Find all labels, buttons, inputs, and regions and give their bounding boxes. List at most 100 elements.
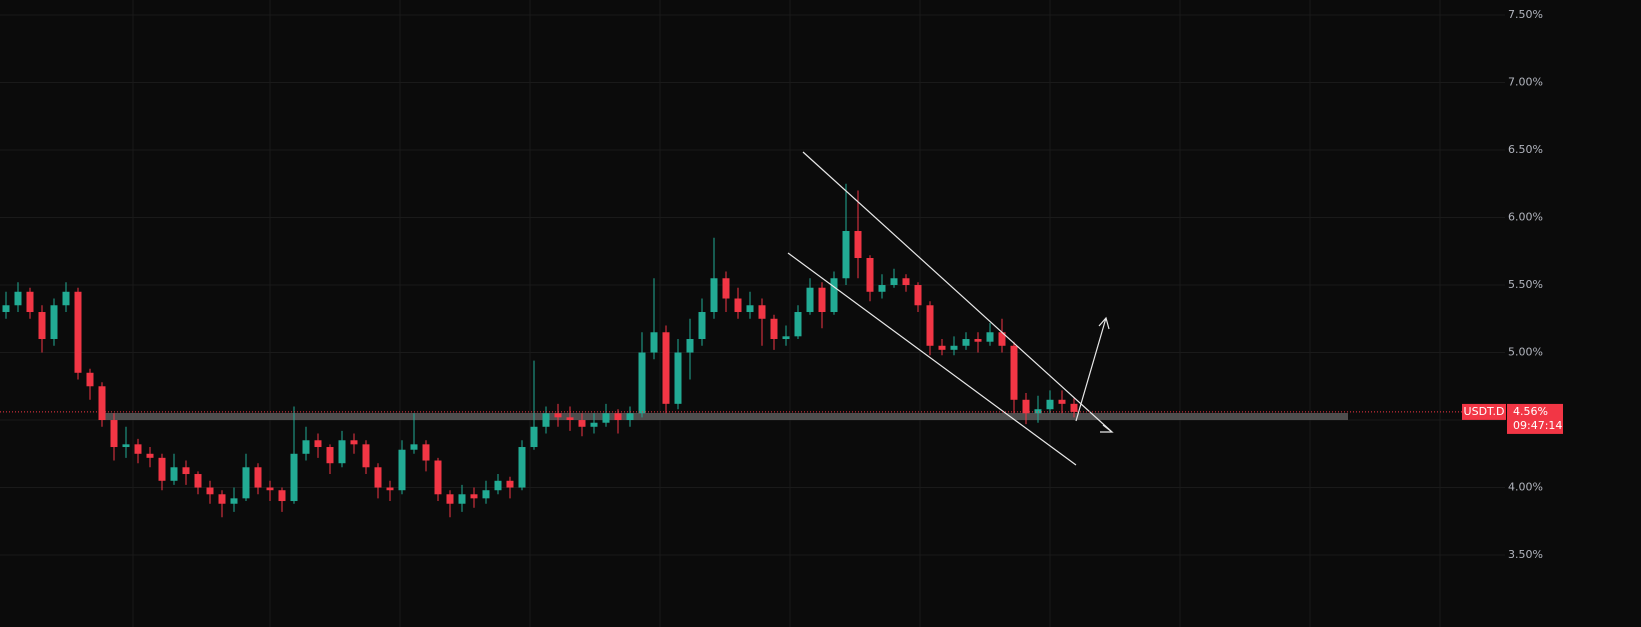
candle-body xyxy=(794,312,802,337)
candle-body xyxy=(374,467,382,488)
candle-body xyxy=(398,449,406,491)
candle-body xyxy=(602,413,610,423)
symbol-tag xyxy=(1462,403,1506,420)
candle-body xyxy=(422,444,430,461)
candle-body xyxy=(182,467,190,475)
candle-body xyxy=(698,312,706,340)
candle-body xyxy=(146,453,154,458)
candle-body xyxy=(530,426,538,448)
candle-body xyxy=(542,413,550,427)
candle-body xyxy=(878,285,886,292)
candle-body xyxy=(710,278,718,313)
y-tick-label: 3.50% xyxy=(1508,548,1543,561)
candle-body xyxy=(854,231,862,259)
candle-body xyxy=(482,490,490,499)
candle-body xyxy=(1046,399,1054,410)
candle-body xyxy=(566,417,574,421)
candle-body xyxy=(386,487,394,491)
channel-upper-line xyxy=(802,151,1113,433)
candle-body xyxy=(74,291,82,373)
candle-body xyxy=(1034,409,1042,414)
candle-body xyxy=(134,444,142,454)
candle-body xyxy=(1022,399,1030,414)
candle-body xyxy=(350,440,358,445)
candle-body xyxy=(638,352,646,414)
candle-body xyxy=(674,352,682,404)
candle-body xyxy=(338,440,346,464)
candle-body xyxy=(914,285,922,306)
candle-body xyxy=(950,345,958,350)
candle-body xyxy=(2,305,10,313)
candle-body xyxy=(842,231,850,279)
candle-body xyxy=(626,413,634,421)
countdown-label: 09:47:14 xyxy=(1513,419,1562,432)
candle-body xyxy=(590,422,598,427)
candle-body xyxy=(98,386,106,421)
y-tick-label: 6.50% xyxy=(1508,143,1543,156)
candle-body xyxy=(506,480,514,488)
candle-body xyxy=(734,298,742,313)
candle-body xyxy=(578,420,586,427)
candle-body xyxy=(50,305,58,340)
candle-body xyxy=(14,291,22,306)
y-tick-label: 6.00% xyxy=(1508,211,1543,224)
candle-body xyxy=(554,413,562,418)
channel-arrow-head xyxy=(1100,424,1114,433)
symbol-label: USDT.D xyxy=(1464,405,1505,418)
last-price-label: 4.56% xyxy=(1513,405,1548,418)
support-zone xyxy=(100,413,1348,420)
candle-body xyxy=(650,332,658,353)
candle-body xyxy=(686,339,694,353)
candle-body xyxy=(446,494,454,504)
candle-body xyxy=(194,474,202,488)
candle-body xyxy=(614,413,622,421)
candle-body xyxy=(86,372,94,387)
candle-body xyxy=(62,291,70,306)
drawings xyxy=(787,151,1114,466)
candle-body xyxy=(410,444,418,450)
candle-body xyxy=(770,318,778,340)
candle-body xyxy=(518,447,526,488)
candle-body xyxy=(362,444,370,468)
candle-body xyxy=(926,305,934,346)
candle-body xyxy=(902,278,910,286)
price-tag xyxy=(1507,403,1563,434)
candle-body xyxy=(26,291,34,313)
candle-body xyxy=(890,278,898,286)
candle-body xyxy=(962,339,970,346)
candle-body xyxy=(110,420,118,448)
candle-body xyxy=(758,305,766,319)
candle-body xyxy=(326,447,334,464)
candle-body xyxy=(782,336,790,340)
y-tick-label: 7.50% xyxy=(1508,8,1543,21)
candle-body xyxy=(494,480,502,491)
candle-body xyxy=(974,339,982,342)
candle-body xyxy=(986,332,994,342)
candle-body xyxy=(866,258,874,292)
y-tick-label: 7.00% xyxy=(1508,75,1543,88)
candle-body xyxy=(158,457,166,481)
candle-body xyxy=(1010,345,1018,400)
y-tick-label: 5.50% xyxy=(1508,278,1543,291)
candle-body xyxy=(122,444,130,448)
candle-body xyxy=(470,494,478,499)
candle-body xyxy=(266,487,274,491)
candle-body xyxy=(290,453,298,502)
candle-body xyxy=(998,332,1006,346)
candle-body xyxy=(662,332,670,404)
candle-body xyxy=(314,440,322,448)
candle-body xyxy=(434,460,442,495)
breakout-arrow xyxy=(1075,317,1107,422)
candle-body xyxy=(806,287,814,313)
candle-body xyxy=(938,345,946,350)
candle-body xyxy=(818,287,826,313)
candles xyxy=(2,183,1078,518)
y-tick-label: 5.00% xyxy=(1508,346,1543,359)
candle-body xyxy=(830,278,838,313)
candle-body xyxy=(230,498,238,504)
candle-body xyxy=(38,312,46,340)
candle-body xyxy=(302,440,310,454)
candle-body xyxy=(206,487,214,495)
